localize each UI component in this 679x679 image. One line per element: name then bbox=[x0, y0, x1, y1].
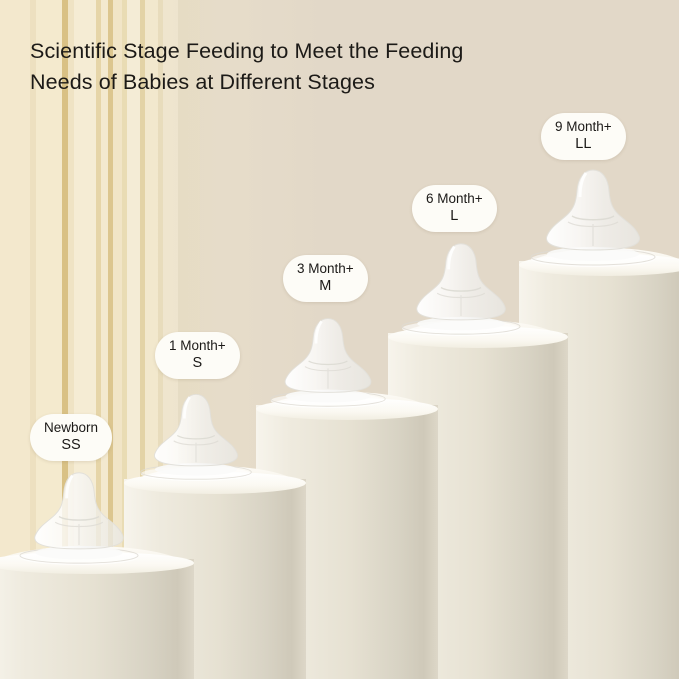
stage-age-l: 6 Month+ bbox=[426, 191, 483, 206]
stage-age-m: 3 Month+ bbox=[297, 261, 354, 276]
stage-size-ll: LL bbox=[575, 136, 592, 152]
stage-label-ss: Newborn SS bbox=[30, 414, 113, 461]
podium-1 bbox=[0, 546, 194, 679]
bottle-nipple-s bbox=[138, 389, 254, 482]
stage-age-ll: 9 Month+ bbox=[555, 119, 612, 134]
podium-body bbox=[0, 559, 194, 679]
bottle-nipple-ll bbox=[528, 164, 658, 268]
stage-label-m: 3 Month+ M bbox=[283, 255, 368, 302]
page-title: Scientific Stage Feeding to Meet the Fee… bbox=[30, 39, 464, 94]
stage-size-ss: SS bbox=[61, 437, 81, 453]
stage-size-l: L bbox=[450, 208, 459, 224]
bottle-nipple-ss bbox=[17, 467, 141, 566]
stage-size-s: S bbox=[192, 355, 203, 371]
stage-label-ll: 9 Month+ LL bbox=[541, 113, 626, 160]
stage-label-s: 1 Month+ S bbox=[155, 332, 240, 379]
stage-age-ss: Newborn bbox=[44, 420, 99, 435]
stage-size-m: M bbox=[319, 278, 332, 294]
stage-age-s: 1 Month+ bbox=[169, 338, 226, 353]
bottle-nipple-l bbox=[399, 238, 523, 337]
stage-label-l: 6 Month+ L bbox=[412, 185, 497, 232]
bottle-nipple-m bbox=[268, 313, 388, 409]
